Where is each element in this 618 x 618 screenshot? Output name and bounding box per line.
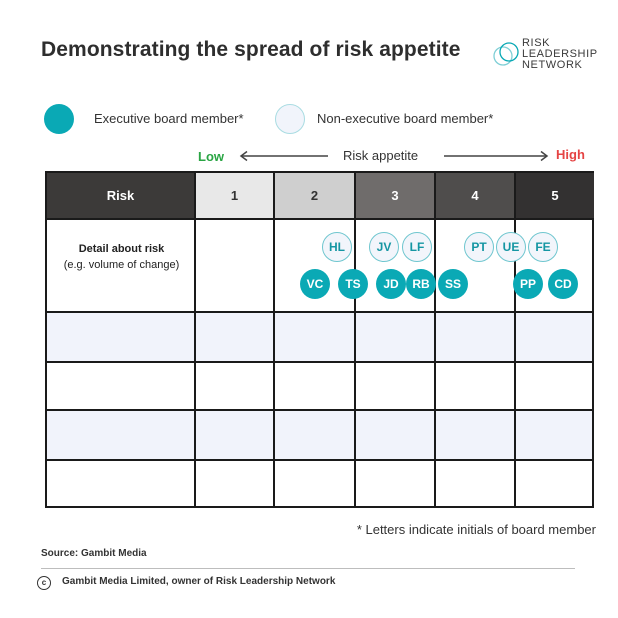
member-circle-ss: SS [438,269,468,299]
logo-line-1: RISK [522,37,551,49]
copyright-icon: c [37,576,51,590]
detail-subtitle: (e.g. volume of change) [63,259,180,271]
member-circle-jd: JD [376,269,406,299]
empty-row [47,313,592,361]
nonexecutive-legend-label: Non-executive board member* [317,111,494,126]
risk-leadership-network-logo: RISK LEADERSHIP NETWORK [492,38,607,72]
member-circle-rb: RB [406,269,436,299]
member-circle-cd: CD [548,269,578,299]
nonexecutive-legend-dot [275,104,305,134]
member-circle-ts: TS [338,269,368,299]
header-level-5: 5 [516,173,594,218]
member-circle-vc: VC [300,269,330,299]
axis-high-label: High [556,147,585,162]
detail-title: Detail about risk [78,243,165,255]
member-circle-jv: JV [369,232,399,262]
footnote: * Letters indicate initials of board mem… [356,522,596,537]
member-circle-pp: PP [513,269,543,299]
header-level-4: 4 [436,173,514,218]
page-title: Demonstrating the spread of risk appetit… [41,38,461,61]
logo-rings-icon [493,42,519,66]
logo-text: RISK LEADERSHIP NETWORK [522,38,598,71]
header-level-2: 2 [275,173,354,218]
header-risk: Risk [47,173,194,218]
empty-row [47,411,592,459]
executive-legend-dot [44,104,74,134]
member-circle-lf: LF [402,232,432,262]
source-label: Source: Gambit Media [41,548,147,559]
left-arrow-icon [239,150,328,162]
header-level-1: 1 [196,173,273,218]
executive-legend-label: Executive board member* [94,111,244,126]
risk-grid: Risk 1 2 3 4 5 Detail about risk (e.g. v… [45,171,594,508]
header-level-3: 3 [356,173,434,218]
member-circle-fe: FE [528,232,558,262]
risk-appetite-label: Risk appetite [343,148,419,163]
axis-low-label: Low [198,149,224,164]
detail-label: Detail about risk (e.g. volume of change… [49,241,194,273]
logo-line-3: NETWORK [522,59,583,71]
copyright-text: Gambit Media Limited, owner of Risk Lead… [62,576,336,587]
member-circle-hl: HL [322,232,352,262]
right-arrow-icon [444,150,549,162]
member-circle-pt: PT [464,232,494,262]
footer-divider [41,568,575,569]
member-circle-ue: UE [496,232,526,262]
logo-line-2: LEADERSHIP [522,48,598,60]
